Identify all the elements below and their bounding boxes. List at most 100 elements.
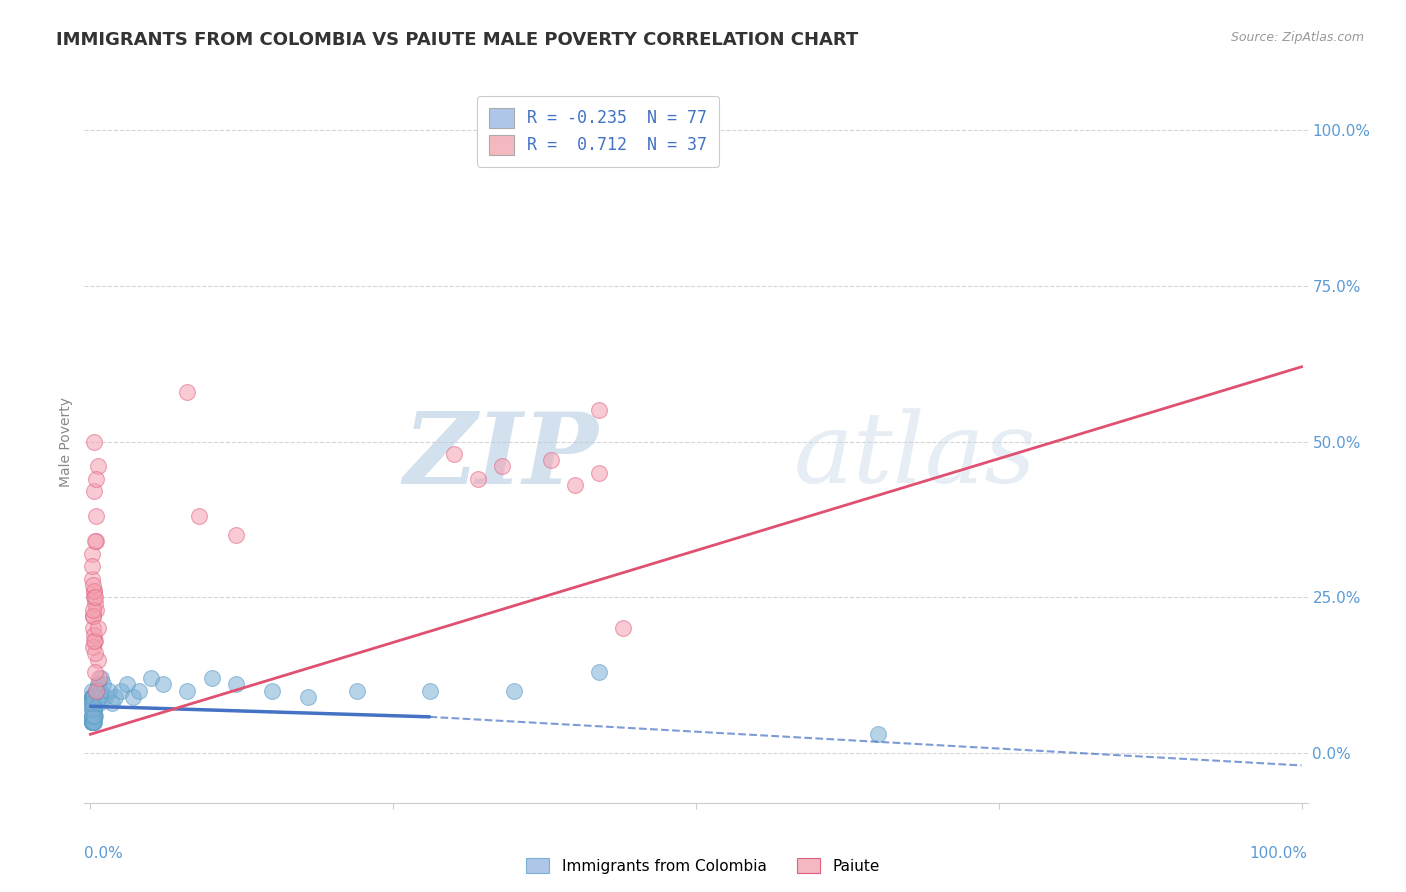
- Point: [86, 621, 108, 635]
- Point: [82, 702, 104, 716]
- Text: ZIP: ZIP: [404, 408, 598, 504]
- Point: [83, 714, 105, 729]
- Point: [84, 534, 107, 549]
- Point: [491, 459, 513, 474]
- Point: [86, 509, 108, 524]
- Point: [82, 690, 104, 704]
- Point: [86, 677, 108, 691]
- Point: [83, 591, 105, 605]
- Point: [80, 690, 103, 704]
- Point: [86, 459, 108, 474]
- Text: atlas: atlas: [794, 409, 1036, 504]
- Point: [80, 714, 103, 729]
- Legend: Immigrants from Colombia, Paiute: Immigrants from Colombia, Paiute: [520, 852, 886, 880]
- Point: [443, 447, 465, 461]
- Point: [82, 696, 104, 710]
- Point: [80, 690, 103, 704]
- Point: [83, 484, 105, 499]
- Point: [86, 652, 108, 666]
- Point: [82, 609, 104, 624]
- Point: [176, 384, 198, 399]
- Point: [83, 708, 105, 723]
- Point: [176, 683, 198, 698]
- Point: [82, 708, 104, 723]
- Point: [83, 584, 105, 599]
- Point: [82, 690, 104, 704]
- Point: [80, 690, 103, 704]
- Point: [82, 621, 104, 635]
- Point: [346, 683, 368, 698]
- Point: [225, 528, 247, 542]
- Point: [89, 690, 111, 704]
- Point: [97, 683, 120, 698]
- Point: [84, 646, 107, 660]
- Point: [83, 584, 105, 599]
- Y-axis label: Male Poverty: Male Poverty: [59, 397, 73, 486]
- Point: [82, 702, 104, 716]
- Point: [83, 696, 105, 710]
- Point: [82, 603, 104, 617]
- Point: [94, 690, 117, 704]
- Point: [82, 578, 104, 592]
- Point: [82, 640, 104, 654]
- Point: [84, 597, 107, 611]
- Point: [83, 708, 105, 723]
- Point: [612, 621, 634, 635]
- Text: IMMIGRANTS FROM COLOMBIA VS PAIUTE MALE POVERTY CORRELATION CHART: IMMIGRANTS FROM COLOMBIA VS PAIUTE MALE …: [56, 31, 859, 49]
- Point: [104, 690, 127, 704]
- Point: [80, 708, 103, 723]
- Point: [82, 714, 104, 729]
- Point: [588, 403, 610, 417]
- Text: 100.0%: 100.0%: [1250, 847, 1308, 861]
- Point: [84, 665, 107, 679]
- Point: [82, 702, 104, 716]
- Point: [225, 677, 247, 691]
- Point: [84, 591, 107, 605]
- Point: [101, 696, 124, 710]
- Point: [83, 702, 105, 716]
- Point: [82, 690, 104, 704]
- Point: [83, 702, 105, 716]
- Point: [80, 559, 103, 574]
- Point: [80, 683, 103, 698]
- Point: [82, 696, 104, 710]
- Point: [80, 547, 103, 561]
- Point: [82, 708, 104, 723]
- Point: [82, 696, 104, 710]
- Point: [80, 714, 103, 729]
- Point: [82, 690, 104, 704]
- Point: [80, 708, 103, 723]
- Point: [83, 714, 105, 729]
- Point: [110, 683, 132, 698]
- Point: [84, 633, 107, 648]
- Point: [83, 702, 105, 716]
- Point: [80, 696, 103, 710]
- Point: [87, 696, 110, 710]
- Text: Source: ZipAtlas.com: Source: ZipAtlas.com: [1230, 31, 1364, 45]
- Point: [80, 702, 103, 716]
- Point: [83, 690, 105, 704]
- Point: [82, 690, 104, 704]
- Point: [121, 690, 143, 704]
- Point: [297, 690, 319, 704]
- Point: [86, 683, 108, 698]
- Point: [89, 683, 111, 698]
- Point: [82, 696, 104, 710]
- Point: [80, 696, 103, 710]
- Point: [83, 708, 105, 723]
- Point: [200, 671, 222, 685]
- Point: [83, 633, 105, 648]
- Point: [86, 603, 108, 617]
- Point: [83, 627, 105, 641]
- Point: [82, 714, 104, 729]
- Point: [83, 702, 105, 716]
- Point: [82, 696, 104, 710]
- Point: [80, 702, 103, 716]
- Point: [503, 683, 526, 698]
- Point: [83, 434, 105, 449]
- Point: [86, 534, 108, 549]
- Point: [82, 609, 104, 624]
- Point: [467, 472, 489, 486]
- Legend: R = -0.235  N = 77, R =  0.712  N = 37: R = -0.235 N = 77, R = 0.712 N = 37: [477, 95, 718, 167]
- Point: [418, 683, 440, 698]
